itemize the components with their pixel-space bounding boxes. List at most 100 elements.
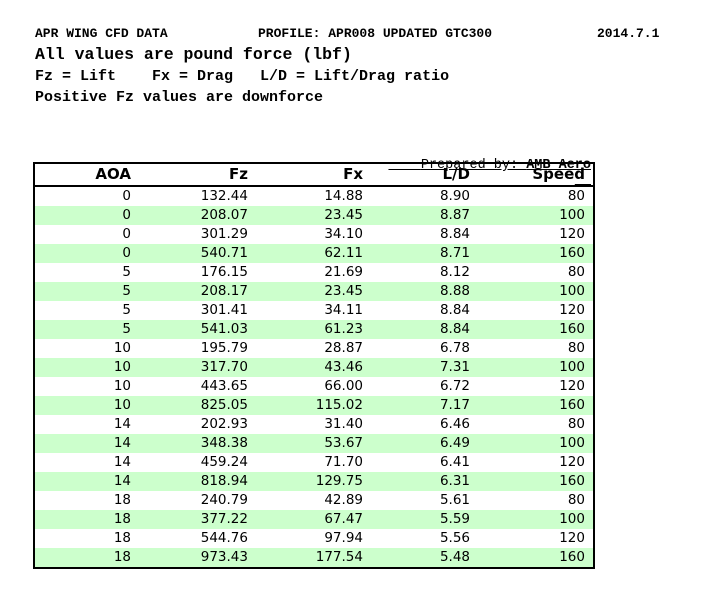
table-cell: 10 [113, 340, 131, 356]
table-row: 14 818.94 129.75 6.31 160 [34, 472, 594, 491]
table-cell: 100 [559, 283, 585, 299]
table-cell: 160 [559, 549, 585, 565]
table-cell: 6.78 [439, 340, 470, 356]
table-cell: 301.29 [200, 226, 248, 242]
table-row: 5 208.17 23.45 8.88 100 [34, 282, 594, 301]
profile-label: PROFILE: APR008 UPDATED GTC300 [258, 26, 493, 41]
table-cell: 825.05 [200, 397, 248, 413]
column-header: L/D [371, 163, 478, 187]
table-cell: 34.11 [324, 302, 363, 318]
table-row: 18 240.79 42.89 5.61 80 [34, 491, 594, 510]
table-cell: 120 [559, 454, 585, 470]
table-cell: 544.76 [200, 530, 248, 546]
table-cell: 5.56 [439, 530, 470, 546]
table-cell: 176.15 [200, 264, 248, 280]
table-cell: 66.00 [324, 378, 363, 394]
cfd-data-table: AOA Fz Fx L/D Speed 0 132.44 14.88 8.90 80 0 208.0… [33, 162, 595, 569]
table-cell: 8.90 [439, 188, 470, 204]
table-cell: 5.59 [439, 511, 470, 527]
table-cell: 132.44 [200, 188, 248, 204]
legend-line: Fz = Lift Fx = Drag L/D = Lift/Drag rati… [35, 68, 450, 85]
table-cell: 0 [122, 226, 131, 242]
table-cell: 61.23 [324, 321, 363, 337]
table-row: 18 544.76 97.94 5.56 120 [34, 529, 594, 548]
table-cell: 23.45 [324, 207, 363, 223]
table-cell: 6.72 [439, 378, 470, 394]
table-cell: 14 [113, 454, 131, 470]
units-subtitle: All values are pound force (lbf) [35, 45, 352, 64]
table-cell: 62.11 [324, 245, 363, 261]
table-cell: 6.46 [439, 416, 470, 432]
column-header: Fx [256, 163, 371, 187]
table-cell: 120 [559, 226, 585, 242]
table-cell: 18 [113, 530, 131, 546]
table-cell: 348.38 [200, 435, 248, 451]
table-cell: 5.48 [439, 549, 470, 565]
table-row: 10 825.05 115.02 7.17 160 [34, 396, 594, 415]
table-cell: 53.67 [324, 435, 363, 451]
table-cell: 14 [113, 473, 131, 489]
table-cell: 6.41 [439, 454, 470, 470]
column-header: Speed [478, 163, 594, 187]
table-cell: 317.70 [200, 359, 248, 375]
table-cell: 443.65 [200, 378, 248, 394]
table-row: 0 208.07 23.45 8.87 100 [34, 206, 594, 225]
table-cell: 120 [559, 378, 585, 394]
table-cell: 31.40 [324, 416, 363, 432]
table-cell: 5 [122, 302, 131, 318]
table-cell: 5 [122, 264, 131, 280]
table-row: 5 301.41 34.11 8.84 120 [34, 301, 594, 320]
table-cell: 0 [122, 207, 131, 223]
table-header-row: AOA Fz Fx L/D Speed [34, 163, 594, 187]
table-cell: 28.87 [324, 340, 363, 356]
table-cell: 100 [559, 207, 585, 223]
table-cell: 0 [122, 188, 131, 204]
table-cell: 100 [559, 359, 585, 375]
table-cell: 120 [559, 302, 585, 318]
table-cell: 10 [113, 359, 131, 375]
table-cell: 377.22 [200, 511, 248, 527]
table-cell: 8.12 [439, 264, 470, 280]
table-cell: 34.10 [324, 226, 363, 242]
table-row: 5 541.03 61.23 8.84 160 [34, 320, 594, 339]
table-cell: 0 [122, 245, 131, 261]
table-cell: 8.87 [439, 207, 470, 223]
table-cell: 21.69 [324, 264, 363, 280]
table-cell: 459.24 [200, 454, 248, 470]
table-cell: 10 [113, 397, 131, 413]
table-cell: 10 [113, 378, 131, 394]
table-cell: 97.94 [324, 530, 363, 546]
document-title: APR WING CFD DATA [35, 26, 168, 41]
table-cell: 160 [559, 397, 585, 413]
table-cell: 208.07 [200, 207, 248, 223]
table-row: 14 202.93 31.40 6.46 80 [34, 415, 594, 434]
table-row: 0 540.71 62.11 8.71 160 [34, 244, 594, 263]
downforce-note: Positive Fz values are downforce [35, 89, 324, 106]
table-cell: 100 [559, 435, 585, 451]
table-cell: 18 [113, 492, 131, 508]
date-label: 2014.7.1 [597, 26, 660, 41]
table-cell: 120 [559, 530, 585, 546]
table-cell: 80 [567, 340, 585, 356]
table-cell: 129.75 [315, 473, 363, 489]
table-row: 5 176.15 21.69 8.12 80 [34, 263, 594, 282]
table-row: 0 132.44 14.88 8.90 80 [34, 186, 594, 206]
table-cell: 5 [122, 283, 131, 299]
table-row: 10 443.65 66.00 6.72 120 [34, 377, 594, 396]
table-cell: 100 [559, 511, 585, 527]
table-cell: 202.93 [200, 416, 248, 432]
table-cell: 208.17 [200, 283, 248, 299]
table-cell: 80 [567, 416, 585, 432]
table-cell: 8.84 [439, 302, 470, 318]
table-cell: 160 [559, 321, 585, 337]
table-cell: 115.02 [315, 397, 363, 413]
table-cell: 7.31 [439, 359, 470, 375]
table-body: 0 132.44 14.88 8.90 80 0 208.07 23.45 8.87 100 0 30… [34, 186, 594, 568]
table-cell: 8.84 [439, 226, 470, 242]
table-cell: 14 [113, 416, 131, 432]
table-row: 14 348.38 53.67 6.49 100 [34, 434, 594, 453]
table-cell: 5.61 [439, 492, 470, 508]
table-cell: 43.46 [324, 359, 363, 375]
table-cell: 177.54 [315, 549, 363, 565]
